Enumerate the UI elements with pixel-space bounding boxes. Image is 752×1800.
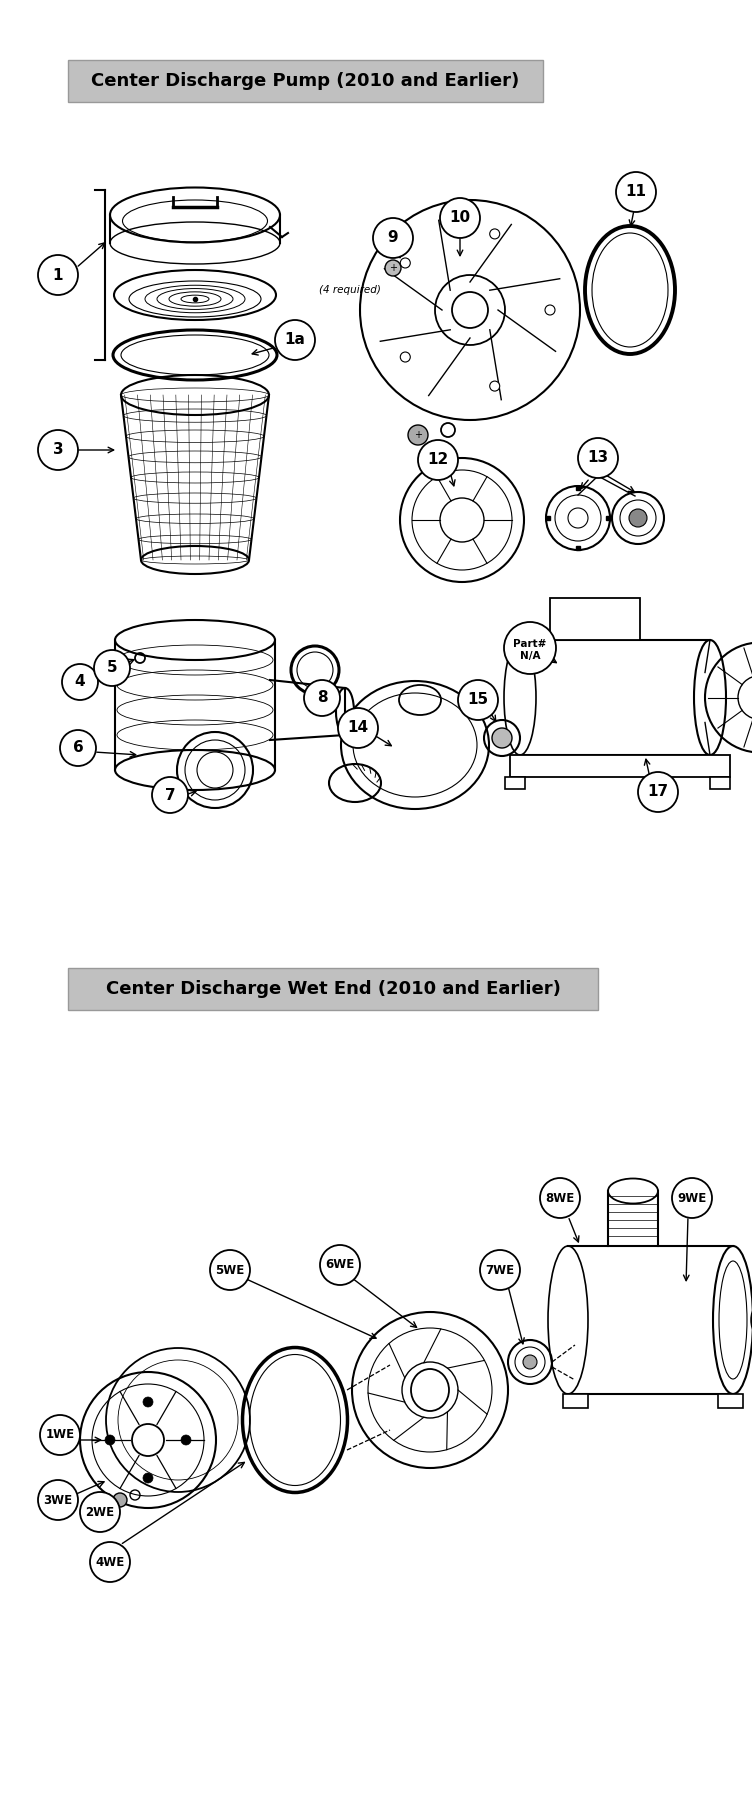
Circle shape xyxy=(60,731,96,767)
Circle shape xyxy=(408,425,428,445)
Circle shape xyxy=(143,1472,153,1483)
Text: N/A: N/A xyxy=(520,652,540,661)
Circle shape xyxy=(113,1492,127,1507)
Text: 4WE: 4WE xyxy=(96,1555,125,1568)
FancyBboxPatch shape xyxy=(510,754,730,778)
Text: 5WE: 5WE xyxy=(215,1264,244,1276)
Circle shape xyxy=(545,304,555,315)
Circle shape xyxy=(210,1249,250,1291)
Text: 4: 4 xyxy=(74,675,85,689)
Circle shape xyxy=(540,1177,580,1219)
Circle shape xyxy=(400,353,411,362)
Text: (4 required): (4 required) xyxy=(319,284,381,295)
Circle shape xyxy=(458,680,498,720)
Text: 13: 13 xyxy=(587,450,608,466)
Circle shape xyxy=(38,1480,78,1519)
Circle shape xyxy=(304,680,340,716)
Circle shape xyxy=(523,1355,537,1370)
Circle shape xyxy=(90,1543,130,1582)
Circle shape xyxy=(373,218,413,257)
Text: 1a: 1a xyxy=(284,333,305,347)
Text: 11: 11 xyxy=(626,185,647,200)
Text: 7WE: 7WE xyxy=(486,1264,514,1276)
Circle shape xyxy=(385,259,401,275)
Circle shape xyxy=(38,256,78,295)
Circle shape xyxy=(638,772,678,812)
Circle shape xyxy=(143,1397,153,1408)
Circle shape xyxy=(181,1435,191,1445)
Circle shape xyxy=(492,727,512,749)
Circle shape xyxy=(629,509,647,527)
Circle shape xyxy=(440,198,480,238)
Text: Center Discharge Wet End (2010 and Earlier): Center Discharge Wet End (2010 and Earli… xyxy=(105,979,560,997)
FancyBboxPatch shape xyxy=(563,1393,588,1408)
Text: Part#: Part# xyxy=(514,639,547,650)
Circle shape xyxy=(94,650,130,686)
Text: 8: 8 xyxy=(317,691,327,706)
FancyBboxPatch shape xyxy=(505,778,525,788)
Text: 15: 15 xyxy=(468,693,489,707)
FancyBboxPatch shape xyxy=(710,778,730,788)
FancyBboxPatch shape xyxy=(68,968,598,1010)
Text: 6WE: 6WE xyxy=(326,1258,355,1271)
Text: 1: 1 xyxy=(53,268,63,283)
Circle shape xyxy=(105,1435,115,1445)
Text: 6: 6 xyxy=(73,740,83,756)
FancyBboxPatch shape xyxy=(718,1393,743,1408)
Circle shape xyxy=(672,1177,712,1219)
Circle shape xyxy=(616,173,656,212)
Circle shape xyxy=(490,382,500,391)
Text: 5: 5 xyxy=(107,661,117,675)
Circle shape xyxy=(62,664,98,700)
Text: 12: 12 xyxy=(427,452,449,468)
Text: 2WE: 2WE xyxy=(86,1505,114,1519)
Circle shape xyxy=(320,1246,360,1285)
Text: 3: 3 xyxy=(53,443,63,457)
Text: 7: 7 xyxy=(165,788,175,803)
Circle shape xyxy=(490,229,500,239)
Circle shape xyxy=(275,320,315,360)
Text: 14: 14 xyxy=(347,720,368,736)
Circle shape xyxy=(105,653,119,668)
Circle shape xyxy=(418,439,458,481)
Circle shape xyxy=(80,1492,120,1532)
Text: 9WE: 9WE xyxy=(678,1192,707,1204)
Circle shape xyxy=(504,623,556,673)
Circle shape xyxy=(578,437,618,479)
Circle shape xyxy=(152,778,188,814)
Text: 17: 17 xyxy=(647,785,669,799)
Circle shape xyxy=(338,707,378,749)
Text: 9: 9 xyxy=(388,230,399,245)
Circle shape xyxy=(40,1415,80,1454)
Circle shape xyxy=(400,257,411,268)
FancyBboxPatch shape xyxy=(550,598,640,641)
Text: 8WE: 8WE xyxy=(545,1192,575,1204)
Circle shape xyxy=(38,430,78,470)
Text: +: + xyxy=(414,430,422,439)
Text: 10: 10 xyxy=(450,211,471,225)
Circle shape xyxy=(480,1249,520,1291)
Text: 3WE: 3WE xyxy=(44,1494,72,1507)
Text: 1WE: 1WE xyxy=(45,1429,74,1442)
FancyBboxPatch shape xyxy=(68,59,543,103)
Text: +: + xyxy=(389,263,397,274)
Text: Center Discharge Pump (2010 and Earlier): Center Discharge Pump (2010 and Earlier) xyxy=(91,72,519,90)
